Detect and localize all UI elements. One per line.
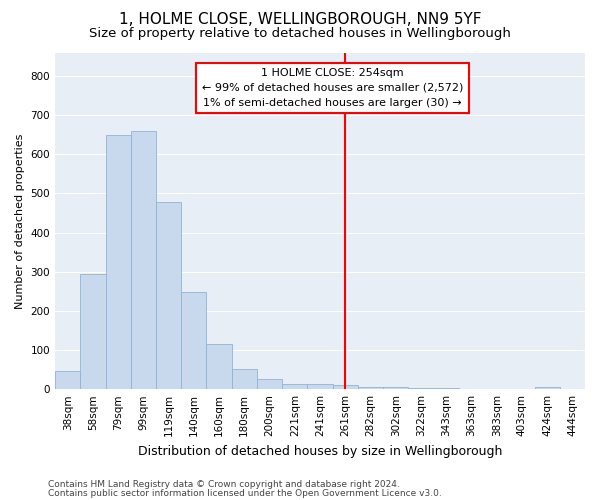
Bar bbox=[257, 380, 282, 389]
Text: Contains HM Land Registry data © Crown copyright and database right 2024.: Contains HM Land Registry data © Crown c… bbox=[48, 480, 400, 489]
Bar bbox=[156, 202, 181, 389]
Bar bbox=[55, 371, 80, 389]
Bar bbox=[383, 387, 409, 389]
Bar bbox=[535, 387, 560, 389]
Text: 1, HOLME CLOSE, WELLINGBOROUGH, NN9 5YF: 1, HOLME CLOSE, WELLINGBOROUGH, NN9 5YF bbox=[119, 12, 481, 28]
Bar bbox=[80, 274, 106, 389]
Bar bbox=[232, 369, 257, 389]
Bar bbox=[282, 384, 307, 389]
Text: Contains public sector information licensed under the Open Government Licence v3: Contains public sector information licen… bbox=[48, 488, 442, 498]
Bar bbox=[332, 386, 358, 389]
Bar bbox=[358, 387, 383, 389]
Bar bbox=[206, 344, 232, 389]
Bar bbox=[409, 388, 434, 389]
Bar bbox=[434, 388, 459, 389]
Bar bbox=[307, 384, 332, 389]
Text: Size of property relative to detached houses in Wellingborough: Size of property relative to detached ho… bbox=[89, 28, 511, 40]
Text: 1 HOLME CLOSE: 254sqm
← 99% of detached houses are smaller (2,572)
1% of semi-de: 1 HOLME CLOSE: 254sqm ← 99% of detached … bbox=[202, 68, 463, 108]
Bar bbox=[181, 292, 206, 389]
Bar bbox=[131, 131, 156, 389]
Y-axis label: Number of detached properties: Number of detached properties bbox=[15, 133, 25, 308]
Bar bbox=[106, 136, 131, 389]
X-axis label: Distribution of detached houses by size in Wellingborough: Distribution of detached houses by size … bbox=[138, 444, 502, 458]
